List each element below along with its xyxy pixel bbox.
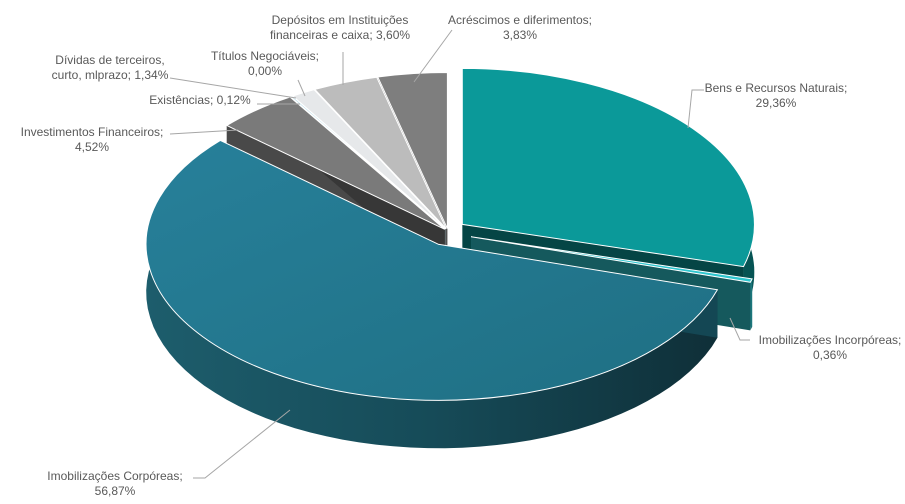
data-label-line: 56,87% xyxy=(95,484,136,498)
leader-line-acrescimos-e-diferimentos xyxy=(413,29,453,83)
data-label-imobilizacoes-incorporeas: Imobilizações Incorpóreas; 0,36% xyxy=(759,333,902,362)
data-label-line: 29,36% xyxy=(756,96,797,110)
data-label-line: Imobilizações Corpóreas; xyxy=(47,469,182,483)
data-label-line: Bens e Recursos Naturais; xyxy=(705,81,848,95)
data-label-imobilizacoes-corporeas: Imobilizações Corpóreas; 56,87% xyxy=(47,469,182,498)
data-label-line: Existências; 0,12% xyxy=(149,93,251,107)
data-label-acrescimos-e-diferimentos: Acréscimos e diferimentos; 3,83% xyxy=(448,13,592,42)
leader-line-layer xyxy=(169,29,750,479)
data-label-line: Dívidas de terceiros, xyxy=(55,53,164,67)
data-label-titulos-negociaveis: Títulos Negociáveis; 0,00% xyxy=(211,49,319,78)
data-label-line: financeiras e caixa; 3,60% xyxy=(270,28,410,42)
data-label-line: 0,00% xyxy=(248,64,282,78)
data-label-layer: Bens e Recursos Naturais; 29,36% Imobiliza… xyxy=(21,13,902,498)
data-label-depositos-em-instituicoes-financeiras-e-caixa: Depósitos em Instituições financeiras e c… xyxy=(270,13,410,42)
slice-acrescimos-e-diferimentos xyxy=(377,71,448,229)
leader-line-bens-e-recursos-naturais xyxy=(687,89,704,129)
leader-line-dividas-de-terceiros-curto-mlprazo xyxy=(169,77,297,99)
leader-line-imobilizacoes-incorporeas xyxy=(729,317,750,341)
leader-line-investimentos-financeiros xyxy=(169,129,239,135)
data-label-investimentos-financeiros: Investimentos Financeiros; 4,52% xyxy=(21,125,164,154)
data-label-line: Depósitos em Instituições xyxy=(272,13,409,27)
data-label-line: 4,52% xyxy=(75,140,109,154)
data-label-bens-e-recursos-naturais: Bens e Recursos Naturais; 29,36% xyxy=(705,81,848,110)
data-label-existencias: Existências; 0,12% xyxy=(149,93,251,107)
slice-depositos-em-instituicoes-financeiras-e-caixa xyxy=(313,76,447,230)
slice-imobilizacoes-incorporeas xyxy=(470,236,753,283)
data-label-line: Acréscimos e diferimentos; xyxy=(448,13,592,27)
leader-line-titulos-negociaveis xyxy=(297,79,306,97)
data-label-line: Imobilizações Incorpóreas; xyxy=(759,333,902,347)
data-label-line: Títulos Negociáveis; xyxy=(211,49,319,63)
data-label-line: 0,36% xyxy=(813,348,847,362)
slice-top-layer xyxy=(145,67,755,401)
slice-imobilizacoes-corporeas xyxy=(145,139,719,401)
data-label-line: Investimentos Financeiros; xyxy=(21,125,164,139)
data-label-dividas-de-terceiros-curto-mlprazo: Dívidas de terceiros, curto, mlprazo; 1,3… xyxy=(52,53,169,82)
data-label-line: curto, mlprazo; 1,34% xyxy=(52,68,169,82)
leader-line-imobilizacoes-corporeas xyxy=(193,409,291,479)
data-label-line: 3,83% xyxy=(503,28,537,42)
slice-bens-e-recursos-naturais xyxy=(461,67,755,268)
